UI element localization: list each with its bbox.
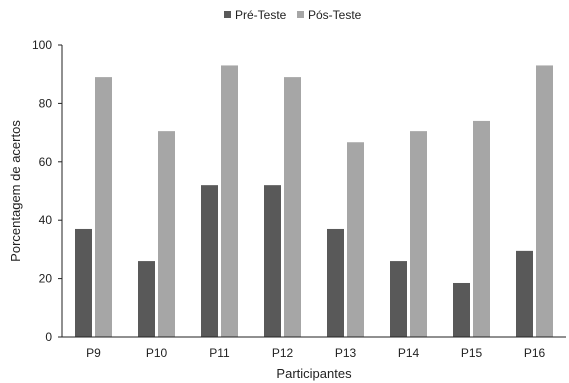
bar-pos-teste-p16: [536, 65, 553, 337]
y-tick-label: 100: [32, 38, 52, 52]
bar-pos-teste-p11: [221, 65, 238, 337]
bar-pre-teste-p16: [516, 250, 533, 337]
bar-pre-teste-p13: [327, 228, 344, 337]
bar-pos-teste-p14: [410, 131, 427, 337]
bar-pos-teste-p9: [95, 77, 112, 338]
x-tick-label: P14: [398, 346, 420, 360]
x-tick-label: P12: [272, 346, 294, 360]
x-tick-label: P16: [524, 346, 546, 360]
x-tick-label: P15: [461, 346, 483, 360]
x-axis-ticks: P9 P10 P11 P12 P13 P14 P15 P16: [86, 346, 545, 360]
legend-swatch: [297, 11, 304, 18]
bar-pos-teste-p13: [347, 142, 364, 337]
bar-pre-teste-p15: [453, 282, 470, 337]
y-axis-ticks: 0 20 40 60 80 100: [32, 38, 62, 344]
bar-pre-teste-p9: [75, 228, 92, 337]
y-tick-label: 20: [39, 272, 53, 286]
legend: Pré-Teste Pós-Teste: [224, 8, 362, 22]
legend-label: Pós-Teste: [308, 8, 362, 22]
x-axis-title: Participantes: [276, 366, 352, 381]
y-tick-label: 0: [45, 330, 52, 344]
legend-label: Pré-Teste: [235, 8, 287, 22]
bar-pre-teste-p12: [264, 185, 281, 337]
bar-pre-teste-p11: [201, 185, 218, 337]
bar-pre-teste-p14: [390, 261, 407, 337]
x-tick-label: P13: [335, 346, 357, 360]
bar-pos-teste-p15: [473, 120, 490, 337]
y-axis-title: Porcentagem de acertos: [8, 120, 23, 262]
y-tick-label: 60: [39, 155, 53, 169]
x-tick-label: P11: [209, 346, 230, 360]
x-tick-label: P9: [86, 346, 101, 360]
y-tick-label: 40: [39, 213, 53, 227]
bar-pos-teste-p12: [284, 77, 301, 338]
bar-pre-teste-p10: [138, 261, 155, 337]
x-tick-label: P10: [146, 346, 168, 360]
bars: [75, 65, 553, 338]
legend-swatch: [224, 11, 231, 18]
bar-pos-teste-p10: [158, 131, 175, 337]
y-tick-label: 80: [39, 96, 53, 110]
